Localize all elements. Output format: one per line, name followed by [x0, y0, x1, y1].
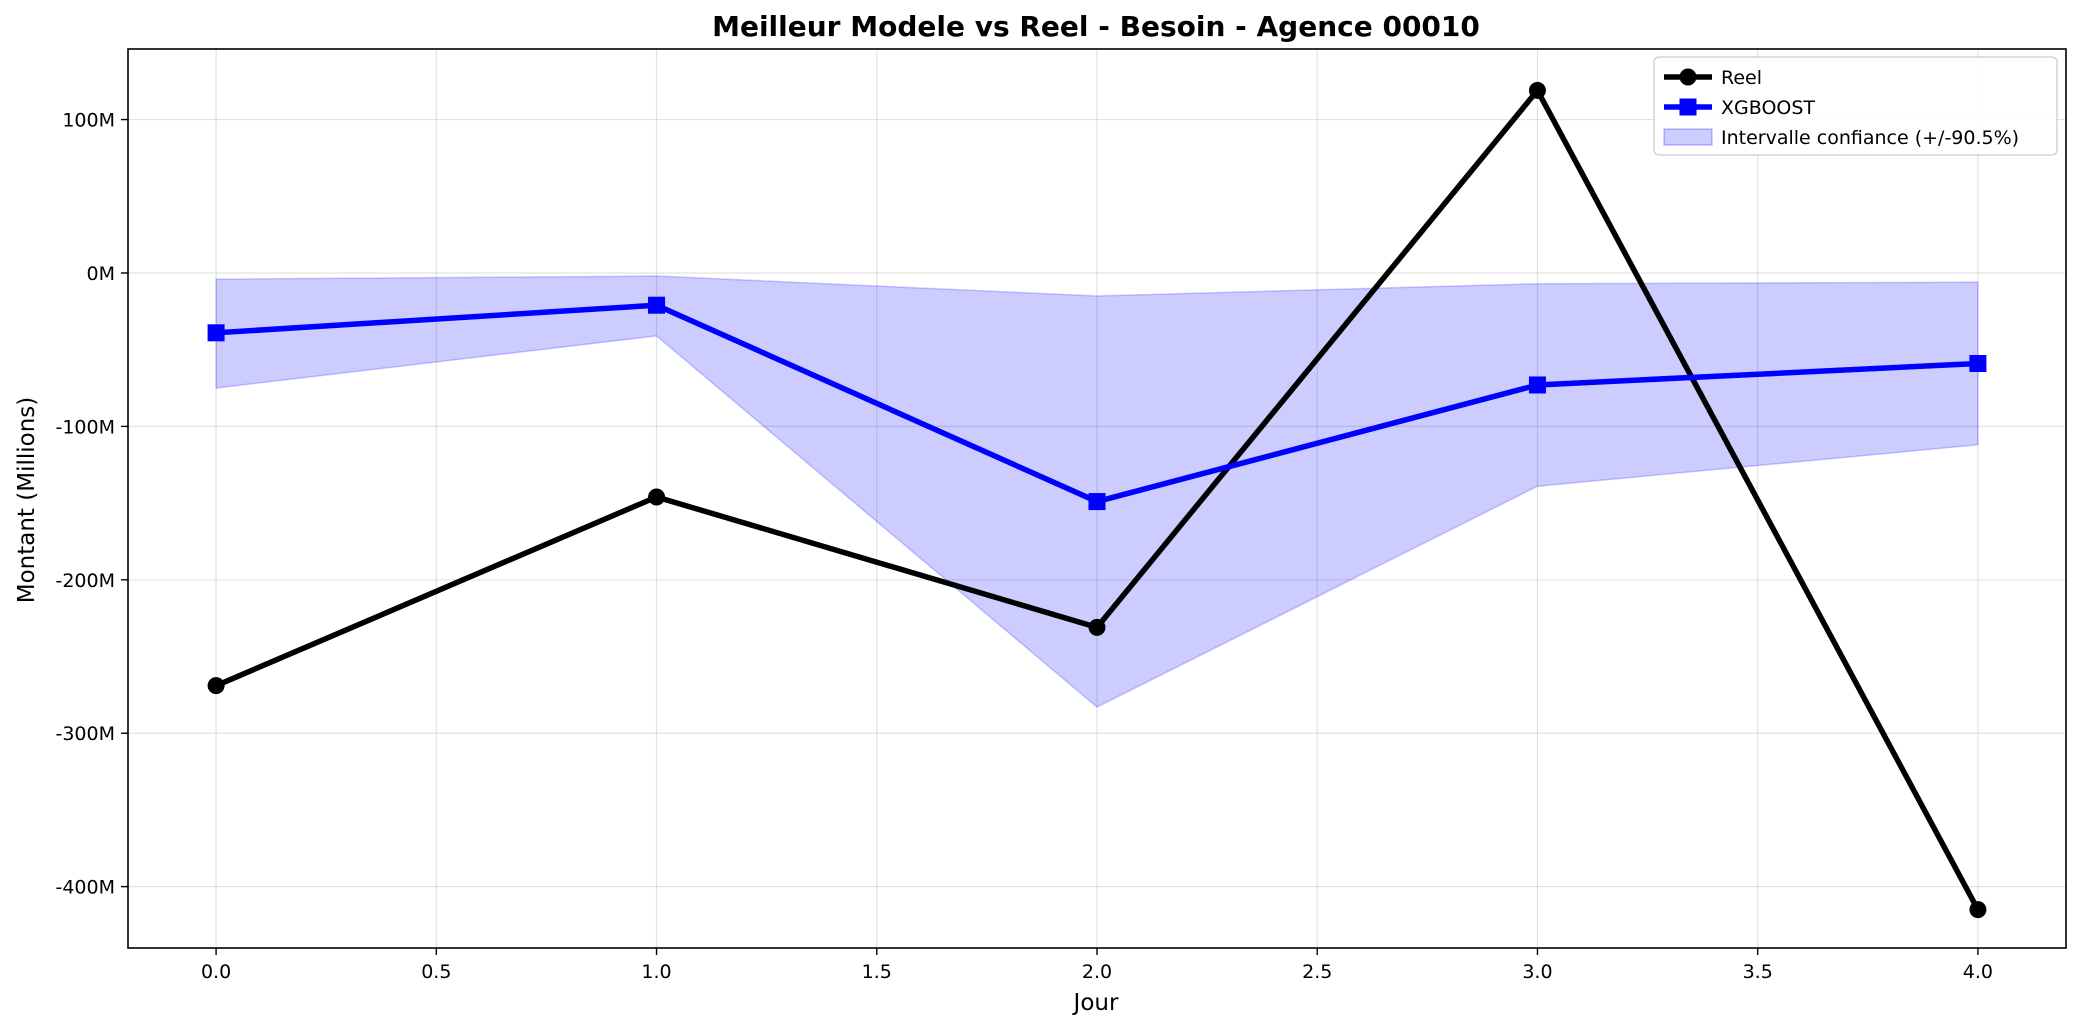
x-tick-label: 4.0 [1963, 961, 1993, 983]
confidence-band [215, 275, 1979, 709]
y-tick-label: 0M [87, 263, 115, 285]
data-point-reel [207, 677, 225, 695]
data-point-reel [1088, 618, 1106, 636]
data-point-reel [648, 488, 666, 506]
y-tick-label: -400M [55, 877, 115, 899]
x-tick-label: 0.0 [201, 961, 231, 983]
x-tick-label: 3.5 [1743, 961, 1773, 983]
x-tick-label: 2.0 [1082, 961, 1112, 983]
y-axis-label: Montant (Millions) [14, 397, 40, 604]
legend-marker-xgboost [1679, 98, 1697, 116]
legend-box [1653, 56, 2058, 156]
data-point-xgboost [1088, 493, 1106, 511]
legend-label-reel: Reel [1721, 67, 1762, 89]
data-point-xgboost [1969, 354, 1987, 372]
legend-marker-reel [1679, 68, 1697, 86]
y-tick-label: -300M [55, 723, 115, 745]
x-tick-label: 1.0 [641, 961, 671, 983]
x-axis-label: Jour [1072, 990, 1119, 1016]
data-point-xgboost [207, 324, 225, 342]
x-tick-label: 3.0 [1522, 961, 1552, 983]
data-point-reel [1528, 81, 1546, 99]
confidence-band-area [215, 275, 1979, 709]
data-point-xgboost [1528, 376, 1546, 394]
legend: Reel XGBOOST Intervalle confiance (+/-90.5… [1653, 56, 2058, 156]
axis-ticks: 0.0 0.5 1.0 1.5 2.0 2.5 3.0 3.5 4.0 100M 0M -100M -2… [55, 110, 1993, 983]
legend-swatch-band [1663, 128, 1713, 146]
legend-label-band: Intervalle confiance (+/-90.5%) [1721, 127, 2019, 149]
x-tick-label: 2.5 [1302, 961, 1332, 983]
legend-label-xgboost: XGBOOST [1721, 97, 1815, 119]
x-tick-label: 0.5 [421, 961, 451, 983]
y-tick-label: 100M [62, 110, 115, 132]
data-point-xgboost [648, 296, 666, 314]
data-point-reel [1969, 901, 1987, 919]
series-lines [207, 81, 1987, 919]
y-tick-label: -200M [55, 570, 115, 592]
x-tick-label: 1.5 [862, 961, 892, 983]
y-tick-label: -100M [55, 416, 115, 438]
chart-title: Meilleur Modele vs Reel - Besoin - Agenc… [712, 10, 1480, 43]
